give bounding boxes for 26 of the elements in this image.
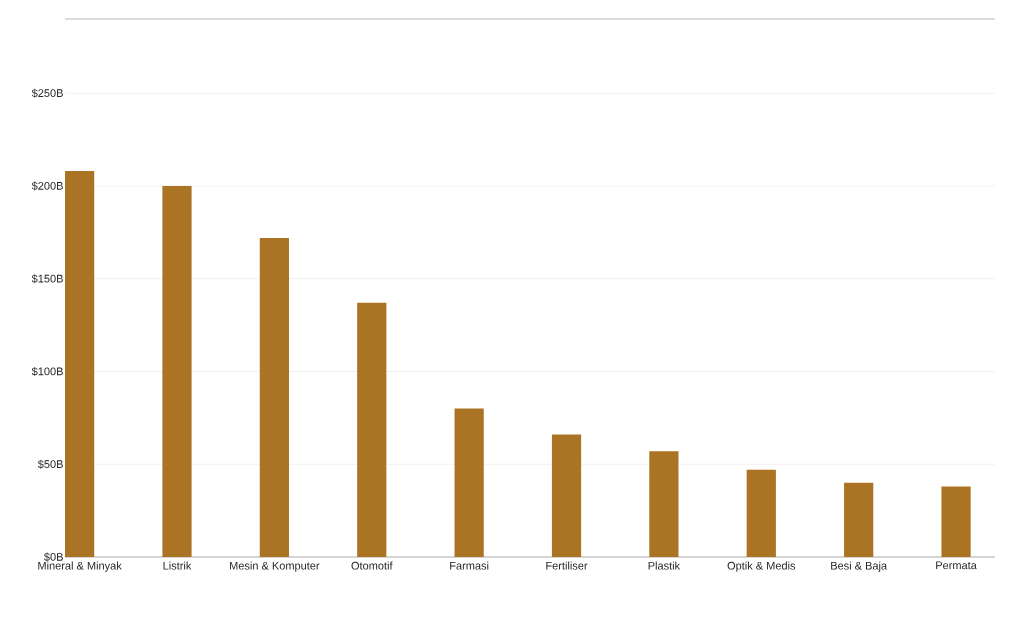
y-tick-label: $200B xyxy=(31,181,63,191)
bar xyxy=(259,237,289,557)
bar xyxy=(649,451,679,557)
y-tick-label: $250B xyxy=(31,88,63,98)
y-tick-label: $0B xyxy=(44,552,63,562)
y-tick-label: $50B xyxy=(37,459,63,469)
x-tick-label: Optik & Medis xyxy=(727,561,796,572)
x-tick-label: Mineral & Minyak xyxy=(38,561,122,572)
x-tick-label: Farmasi xyxy=(450,561,489,570)
bar xyxy=(65,171,95,557)
x-tick-label: Plastik xyxy=(648,561,681,570)
bar xyxy=(746,469,776,557)
y-tick-label: $150B xyxy=(31,274,63,284)
x-tick-label: Fertiliser xyxy=(546,561,588,570)
bar xyxy=(162,185,192,557)
x-tick-label: Permata xyxy=(936,561,977,570)
bar xyxy=(941,486,971,557)
bar xyxy=(357,302,387,557)
bar xyxy=(454,408,484,557)
bar xyxy=(844,482,874,557)
bar xyxy=(551,434,582,557)
x-tick-label: Listrik xyxy=(163,561,192,570)
x-tick-label: Otomotif xyxy=(351,561,393,570)
x-tick-label: Besi & Baja xyxy=(831,561,888,572)
x-tick-label: Mesin & Komputer xyxy=(230,561,320,572)
y-tick-label: $100B xyxy=(31,367,63,376)
